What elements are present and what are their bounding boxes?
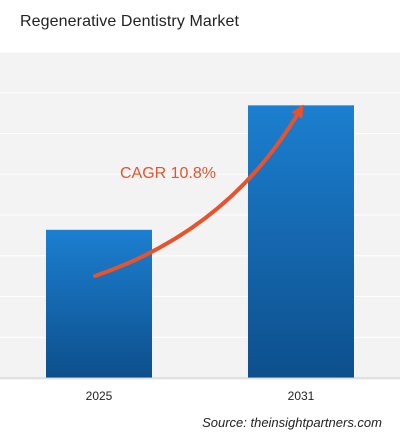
bar-2025	[46, 229, 152, 378]
source-credit: Source: theinsightpartners.com	[202, 415, 382, 430]
x-tick-label: 2025	[86, 389, 113, 403]
bar-2031	[248, 105, 354, 378]
cagr-label: CAGR 10.8%	[120, 165, 216, 182]
x-tick-label: 2031	[288, 389, 315, 403]
x-axis: 2025 2031	[0, 377, 400, 403]
cagr-arrow	[93, 104, 304, 278]
chart-title: Regenerative Dentistry Market	[20, 13, 239, 30]
bars	[46, 105, 354, 378]
